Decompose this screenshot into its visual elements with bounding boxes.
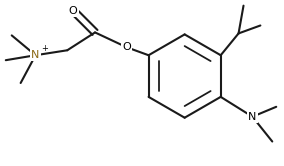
Text: N: N <box>248 112 257 122</box>
Text: O: O <box>122 42 131 52</box>
Text: O: O <box>69 6 78 16</box>
Text: N: N <box>31 50 40 60</box>
Text: +: + <box>41 44 48 53</box>
